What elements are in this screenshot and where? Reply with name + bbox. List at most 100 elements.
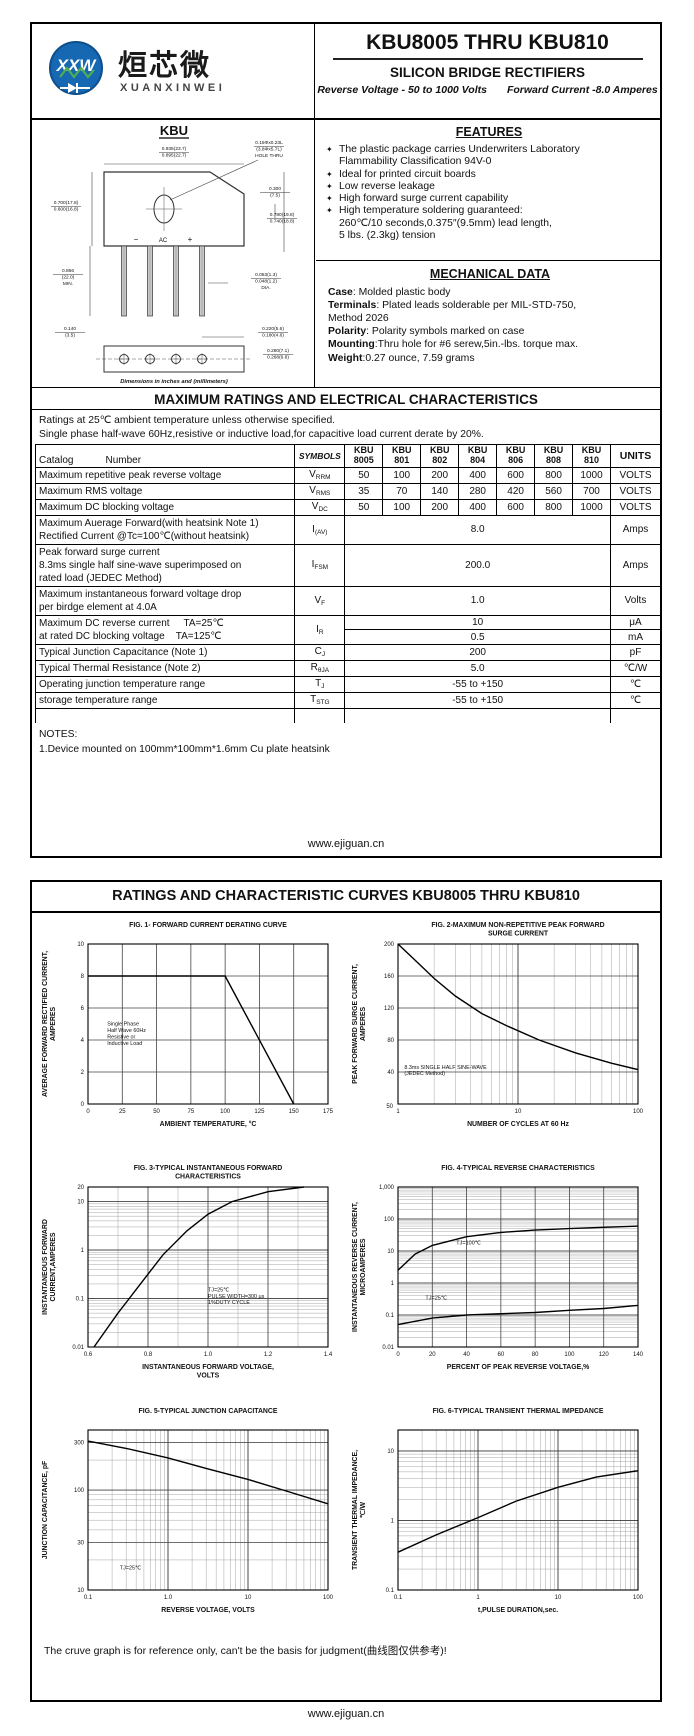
svg-text:10: 10 (77, 1588, 84, 1594)
svg-text:1%DUTY CYCLE: 1%DUTY CYCLE (208, 1300, 250, 1306)
bullet-icon: ✦ (326, 169, 333, 179)
value-cell: 1000 (572, 466, 611, 484)
value-cell: -55 to +150 (344, 675, 611, 693)
unit-cell: Amps (610, 543, 661, 587)
notes-list: 1.Device mounted on 100mm*100mm*1.6mm Cu… (39, 743, 330, 758)
table-row: Typical Junction Capacitance (Note 1) CJ 2… (34, 643, 661, 661)
parameter-cell: Maximum instantaneous forward voltage dr… (34, 585, 296, 616)
value-cell: 420 (496, 482, 536, 500)
fig2-plot: 1 10 100 200 160 120 80 40 50 8.3ms SINGLE HALF S… (352, 922, 644, 1128)
logo-chinese-name: 烜芯微 (118, 50, 212, 82)
table-spacer-row (34, 707, 661, 723)
table-row: Maximum RMS voltage VRMS 35 70 140 280 420 560 7… (34, 482, 661, 500)
svg-text:125: 125 (254, 1109, 265, 1115)
fig4-chart: 0 20 40 60 80 100 120 140 1,000 100 10 1 0.1 0.01 TJ=1… (348, 1161, 648, 1398)
svg-text:Half Wave 60Hz: Half Wave 60Hz (107, 1028, 146, 1034)
parameter-cell: Typical Junction Capacitance (Note 1) (34, 643, 296, 661)
svg-text:Dimensions in inches and (mill: Dimensions in inches and (millimeters) (120, 379, 228, 385)
symbol-cell: CJ (294, 643, 346, 661)
svg-text:FIG. 4-TYPICAL REVERSE CHARACT: FIG. 4-TYPICAL REVERSE CHARACTERISTICS (441, 1165, 595, 1172)
svg-text:0.15Φx0.23L: 0.15Φx0.23L (255, 140, 283, 146)
note-item: 1.Device mounted on 100mm*100mm*1.6mm Cu… (39, 743, 330, 755)
svg-text:AVERAGE FORWARD RECTIFIED CURR: AVERAGE FORWARD RECTIFIED CURRENT, (42, 951, 49, 1097)
svg-text:0.6: 0.6 (84, 1352, 93, 1358)
unit-cell: ℃/W (610, 659, 661, 677)
gridlines (398, 944, 638, 1104)
svg-text:75: 75 (188, 1109, 195, 1115)
logo-diode-icon (68, 83, 77, 93)
svg-text:120: 120 (384, 1006, 395, 1012)
fig5-plot: 0.1 1.0 10 100 300 100 30 10 TJ=25℃ FIG. 5-TYPICA… (42, 1408, 334, 1614)
svg-text:1: 1 (81, 1248, 85, 1254)
table-row: Maximum DC blocking voltage VDC 50 100 200 40… (34, 498, 661, 516)
table-header-row: Catalog Number SYMBOLS KBU 8005 KBU 801 KBU 802 K… (34, 444, 661, 468)
gridlines (398, 1430, 638, 1590)
parameter-cell: Peak forward surge current 8.3ms single h… (34, 543, 296, 587)
value-cell: 8.0 (344, 514, 611, 545)
svg-text:0.780(19.8): 0.780(19.8) (270, 212, 295, 218)
svg-text:8.3ms SINGLE HALF SINE-WAVE: 8.3ms SINGLE HALF SINE-WAVE (404, 1065, 487, 1071)
feature-item: ✦ The plastic package carries Underwriter… (326, 144, 652, 169)
value-cell: -55 to +150 (344, 691, 611, 709)
device-column-header: KBU 804 (458, 444, 498, 468)
value-cell: 50 (344, 498, 384, 516)
fig6-plot: 0.1 1 10 100 10 1 0.1 FIG. 6-TYPICAL TRANSIENT … (352, 1408, 644, 1614)
dimension-label: 0.780(19.8)0.740(18.8) (267, 212, 297, 224)
svg-text:Resistive or: Resistive or (107, 1034, 135, 1040)
value-cell: 50 (344, 466, 384, 484)
svg-text:160: 160 (384, 974, 395, 980)
svg-text:0.280(7.1): 0.280(7.1) (267, 348, 289, 354)
table-row: Maximum DC reverse current TA=25℃ at rate… (34, 614, 661, 645)
spacer-cell (34, 707, 296, 723)
svg-text:1: 1 (476, 1595, 480, 1601)
mechanical-line: Method 2026 (328, 313, 389, 325)
fig4-plot: 0 20 40 60 80 100 120 140 1,000 100 10 1 0.1 0.01 TJ=1… (352, 1165, 644, 1371)
value-cell: 200.0 (344, 543, 611, 587)
annotation: TJ=25℃ (120, 1566, 141, 1572)
svg-text:CURRENT,AMPERES: CURRENT,AMPERES (50, 1232, 57, 1301)
header: XXW 烜芯微 XUANXINWEI KBU8005 THRU KBU810 S… (32, 24, 660, 120)
svg-text:100: 100 (633, 1595, 644, 1601)
svg-text:100: 100 (74, 1488, 85, 1494)
value-cell: 700 (572, 482, 611, 500)
svg-text:TJ=25℃: TJ=25℃ (425, 1296, 447, 1302)
ratings-table-grid: Catalog Number SYMBOLS KBU 8005 KBU 801 KBU 802 K… (34, 444, 661, 723)
symbol-cell: RθJA (294, 659, 346, 677)
svg-text:50: 50 (153, 1109, 160, 1115)
mechanical-heading: MECHANICAL DATA (429, 267, 551, 281)
svg-text:100: 100 (564, 1352, 575, 1358)
svg-text:AC: AC (159, 238, 168, 244)
spacer-cell (610, 707, 661, 723)
svg-text:DIA.: DIA. (261, 285, 270, 291)
svg-text:0.700(17.8): 0.700(17.8) (54, 200, 79, 206)
svg-text:PULSE WIDTH=300 μs: PULSE WIDTH=300 μs (208, 1294, 265, 1300)
title-rule (332, 58, 643, 60)
svg-text:+: + (188, 235, 193, 244)
svg-text:0.866: 0.866 (62, 268, 74, 274)
svg-text:−: − (134, 235, 139, 244)
svg-text:1: 1 (391, 1281, 395, 1287)
svg-text:150: 150 (289, 1109, 300, 1115)
svg-text:FIG. 6-TYPICAL TRANSIENT THERM: FIG. 6-TYPICAL TRANSIENT THERMAL IMPEDAN… (433, 1408, 604, 1415)
charts-grid: 0 25 50 75 100 125 150 175 10 8 6 4 2 0 Single Phase Ha… (38, 918, 658, 1641)
svg-text:120: 120 (599, 1352, 610, 1358)
fig4-series-reverse-current-tj25 (397, 1304, 639, 1326)
device-column-header: KBU 806 (496, 444, 536, 468)
svg-text:TJ=25℃: TJ=25℃ (208, 1287, 229, 1293)
value-cell: 10 (344, 614, 611, 631)
table-row: Maximum repetitive peak reverse voltage V… (34, 466, 661, 484)
svg-text:0: 0 (396, 1352, 400, 1358)
symbol-cell: VRMS (294, 482, 346, 500)
svg-text:VOLTS: VOLTS (197, 1373, 220, 1380)
feature-text: High temperature soldering guaranteed: 26… (339, 205, 552, 241)
features-heading: FEATURES (455, 125, 523, 139)
forward-current-rating: Forward Current -8.0 Amperes (506, 84, 658, 96)
svg-text:1.4: 1.4 (324, 1352, 333, 1358)
svg-text:INSTANTANEOUS REVERSE CURRENT,: INSTANTANEOUS REVERSE CURRENT, (352, 1202, 359, 1332)
axis-tick-labels: 0.6 0.8 1.0 1.2 1.4 20 10 1 0.1 0.01 (72, 1185, 333, 1358)
unit-cell: pF (610, 643, 661, 661)
dimension-label: 0.935(23.7)0.895(22.7) (159, 146, 189, 158)
svg-text:10: 10 (245, 1595, 252, 1601)
svg-text:0.268(6.8): 0.268(6.8) (267, 354, 289, 360)
